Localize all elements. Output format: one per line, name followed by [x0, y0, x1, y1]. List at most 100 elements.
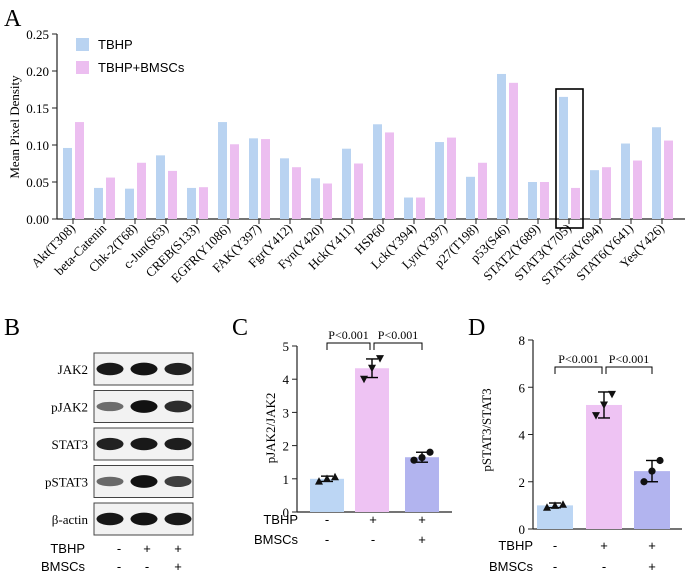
- chart-a-bar-tbhp-bmscs: [509, 82, 518, 219]
- legend-label-tbhp: TBHP: [98, 37, 133, 52]
- chart-a-bar-tbhp: [280, 158, 289, 219]
- treatment-sign: +: [600, 538, 608, 553]
- chart-a-bar-tbhp-bmscs: [478, 162, 487, 219]
- chart-a-bar-tbhp: [373, 124, 382, 219]
- chart-a-bar-tbhp-bmscs: [261, 139, 270, 219]
- chartD-p-value: P<0.001: [558, 352, 598, 366]
- chart-a-bar-tbhp: [466, 176, 475, 219]
- treatment-label: BMSCs: [489, 559, 534, 573]
- chart-a-bar-tbhp: [218, 122, 227, 219]
- chart-a-bar-tbhp: [94, 187, 103, 219]
- chartD-bar: [537, 505, 573, 529]
- blot-band: [96, 512, 124, 526]
- chartD-bar: [586, 404, 622, 529]
- chartC-bracket: [373, 342, 423, 350]
- chartD-point-circle: [656, 456, 664, 465]
- chart-a-bar-tbhp-bmscs: [230, 144, 239, 219]
- treatment-label: TBHP: [263, 512, 298, 527]
- treatment-sign: +: [418, 512, 426, 527]
- blot-band: [164, 437, 192, 451]
- treatment-sign: -: [145, 559, 149, 573]
- chart-a-bar-tbhp: [404, 197, 413, 219]
- treatment-label: TBHP: [50, 541, 85, 556]
- chart-a-bar-tbhp: [63, 147, 72, 219]
- chart-a-bar-tbhp: [652, 127, 661, 219]
- treatment-sign: +: [369, 512, 377, 527]
- blot-band: [164, 475, 192, 488]
- chartD-point-circle: [648, 467, 656, 475]
- treatment-sign: -: [325, 512, 329, 527]
- treatment-sign: -: [325, 532, 329, 547]
- chartD-ytick-label: 6: [519, 380, 526, 395]
- chartD-point-triangle-down: [600, 401, 608, 409]
- blot-band: [130, 400, 158, 413]
- treatment-label: TBHP: [498, 538, 533, 553]
- chartD-bracket: [605, 366, 653, 374]
- chartC-point-triangle-down: [360, 375, 368, 384]
- chart-a-bar-tbhp: [559, 96, 568, 219]
- chartC-point-triangle-up: [315, 477, 323, 485]
- blot-band: [164, 512, 192, 526]
- blot-band: [164, 362, 192, 376]
- chartC-point-circle: [410, 456, 418, 464]
- chart-a-bar-tbhp-bmscs: [168, 170, 177, 219]
- chart-a-bar-tbhp-bmscs: [385, 132, 394, 219]
- chart-a-bar-tbhp-bmscs: [199, 187, 208, 219]
- chartC-bar: [355, 368, 389, 512]
- chartC-p-value: P<0.001: [328, 328, 368, 342]
- panel-label-a: A: [4, 6, 22, 32]
- chartC-point-triangle-down: [376, 355, 384, 363]
- treatment-sign: -: [371, 532, 375, 547]
- chart-a-bar-tbhp-bmscs: [106, 177, 115, 219]
- chart-a-ytick-label: 0.05: [26, 175, 49, 190]
- chartD-point-circle: [640, 478, 648, 486]
- chart-a-ytick-label: 0.20: [26, 64, 49, 79]
- chart-c-ylabel: pJAK2/JAK2: [263, 393, 278, 464]
- chart-a-bar-tbhp-bmscs: [137, 162, 146, 219]
- treatment-sign: -: [553, 559, 557, 573]
- panel-label-c: C: [232, 315, 248, 341]
- chart-a-legend: TBHP TBHP+BMSCs: [76, 37, 185, 75]
- chartC-point-triangle-up: [331, 472, 339, 481]
- chart-a-bar-tbhp: [590, 170, 599, 219]
- chartC-bracket: [326, 342, 371, 350]
- chartD-bracket: [554, 366, 603, 374]
- chart-a-bar-tbhp: [497, 73, 506, 220]
- western-blot: JAK2 pJAK2 STAT3 pSTAT3 β-actin: [45, 347, 194, 536]
- treatment-sign: +: [648, 538, 656, 553]
- chartC-ytick-label: 0: [283, 505, 290, 520]
- legend-label-tbhp-bmscs: TBHP+BMSCs: [98, 60, 185, 75]
- chartD-ytick-label: 8: [519, 333, 526, 348]
- blot-band: [164, 400, 192, 413]
- blot-band: [96, 476, 124, 487]
- treatment-sign: +: [174, 559, 182, 573]
- blot-band: [130, 437, 158, 451]
- chart-a-bar-tbhp: [311, 178, 320, 219]
- chart-a-bar-tbhp-bmscs: [540, 182, 549, 219]
- blot-label: JAK2: [58, 362, 88, 377]
- chartC-ytick-label: 2: [283, 439, 290, 454]
- panel-label-b: B: [4, 315, 20, 341]
- chartD-point-triangle-up: [543, 503, 551, 511]
- chartD-point-triangle-down: [608, 390, 616, 399]
- blot-band: [96, 401, 124, 412]
- chart-a-bar-tbhp-bmscs: [633, 160, 642, 219]
- chart-a-ytick-label: 0.00: [26, 212, 49, 227]
- chartC-ytick-label: 5: [283, 339, 290, 354]
- chart-a-bar-tbhp-bmscs: [447, 137, 456, 219]
- blot-label: β-actin: [52, 512, 89, 527]
- chartC-bar: [405, 457, 439, 512]
- chart-a-ytick-label: 0.10: [26, 138, 49, 153]
- chartC-point-triangle-up: [323, 474, 331, 482]
- chart-a-ylabel: Mean Pixel Density: [7, 75, 22, 179]
- chart-a-ytick-label: 0.25: [26, 27, 49, 42]
- chart-a-bar-tbhp-bmscs: [323, 183, 332, 219]
- chartC-ytick-label: 1: [283, 472, 290, 487]
- chart-a: Mean Pixel Density TBHP TBHP+BMSCs 0.00 0…: [7, 27, 685, 288]
- chart-a-bar-tbhp: [621, 143, 630, 219]
- blot-band: [130, 362, 158, 376]
- chart-a-bar-tbhp: [435, 142, 444, 219]
- chartC-point-circle: [426, 448, 434, 456]
- legend-swatch-tbhp-bmscs: [76, 61, 89, 74]
